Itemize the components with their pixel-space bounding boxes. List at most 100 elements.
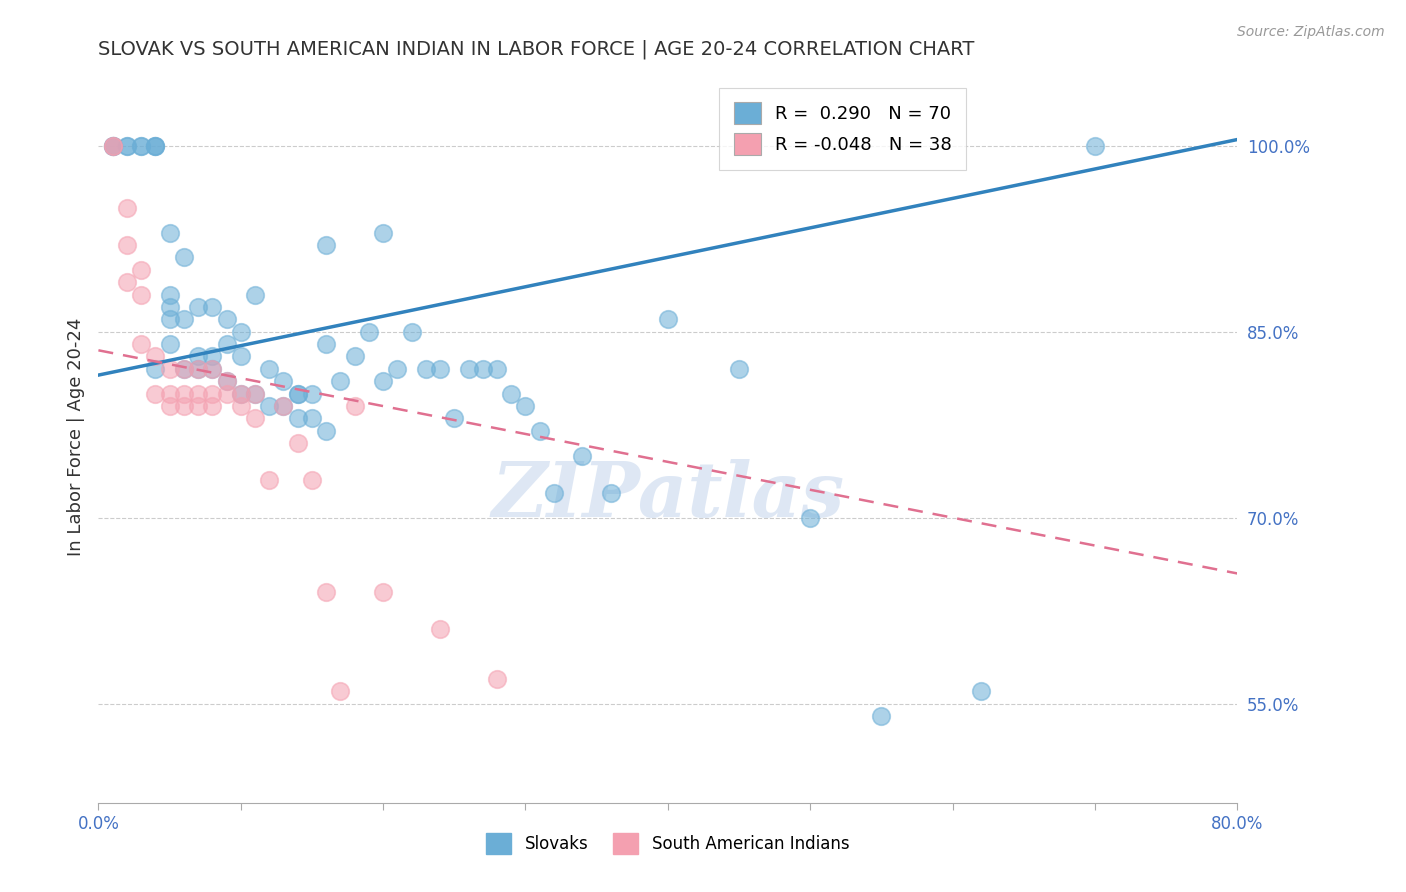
Point [145,362,167,376]
Point [315,337,337,351]
Point [229,386,252,401]
Point [273,399,295,413]
Point [201,300,224,314]
Point [173,250,195,264]
Point [343,399,366,413]
Point [287,436,309,450]
Point [101,138,124,153]
Point [201,362,224,376]
Point [273,399,295,413]
Point [159,226,181,240]
Point [371,585,394,599]
Point [243,287,266,301]
Point [329,684,352,698]
Point [571,449,593,463]
Point [187,399,209,413]
Point [371,226,394,240]
Point [215,386,238,401]
Point [429,622,451,636]
Point [343,350,366,364]
Point [215,374,238,388]
Point [101,138,124,153]
Point [259,474,281,488]
Point [415,362,437,376]
Text: ZIPatlas: ZIPatlas [491,458,845,533]
Point [301,474,323,488]
Point [371,374,394,388]
Point [173,386,195,401]
Point [315,585,337,599]
Point [970,684,993,698]
Point [115,275,138,289]
Point [870,709,893,723]
Point [229,325,252,339]
Point [457,362,479,376]
Point [201,362,224,376]
Legend: Slovaks, South American Indians: Slovaks, South American Indians [479,827,856,860]
Point [501,386,523,401]
Point [728,362,751,376]
Point [129,138,152,153]
Point [159,399,181,413]
Point [471,362,494,376]
Point [301,411,323,425]
Point [173,399,195,413]
Point [145,138,167,153]
Text: Source: ZipAtlas.com: Source: ZipAtlas.com [1237,25,1385,39]
Point [287,411,309,425]
Point [129,337,152,351]
Point [443,411,465,425]
Y-axis label: In Labor Force | Age 20-24: In Labor Force | Age 20-24 [66,318,84,557]
Point [229,399,252,413]
Point [101,138,124,153]
Point [387,362,409,376]
Point [145,138,167,153]
Point [101,138,124,153]
Point [243,411,266,425]
Point [201,399,224,413]
Point [529,424,551,438]
Point [1084,138,1107,153]
Point [259,399,281,413]
Point [486,672,509,686]
Point [115,138,138,153]
Point [159,287,181,301]
Point [145,386,167,401]
Point [187,350,209,364]
Point [201,350,224,364]
Point [229,386,252,401]
Point [301,386,323,401]
Point [243,386,266,401]
Point [159,362,181,376]
Point [543,486,565,500]
Point [115,238,138,252]
Point [173,362,195,376]
Point [401,325,423,339]
Point [315,238,337,252]
Point [145,350,167,364]
Text: SLOVAK VS SOUTH AMERICAN INDIAN IN LABOR FORCE | AGE 20-24 CORRELATION CHART: SLOVAK VS SOUTH AMERICAN INDIAN IN LABOR… [98,39,974,59]
Point [329,374,352,388]
Point [215,312,238,326]
Point [101,138,124,153]
Point [429,362,451,376]
Point [115,138,138,153]
Point [129,287,152,301]
Point [129,138,152,153]
Point [600,486,623,500]
Point [187,362,209,376]
Point [259,362,281,376]
Point [173,362,195,376]
Point [115,201,138,215]
Point [159,300,181,314]
Point [357,325,380,339]
Point [273,374,295,388]
Point [201,386,224,401]
Point [187,362,209,376]
Point [657,312,679,326]
Point [799,510,821,524]
Point [243,386,266,401]
Point [187,386,209,401]
Point [287,386,309,401]
Point [515,399,537,413]
